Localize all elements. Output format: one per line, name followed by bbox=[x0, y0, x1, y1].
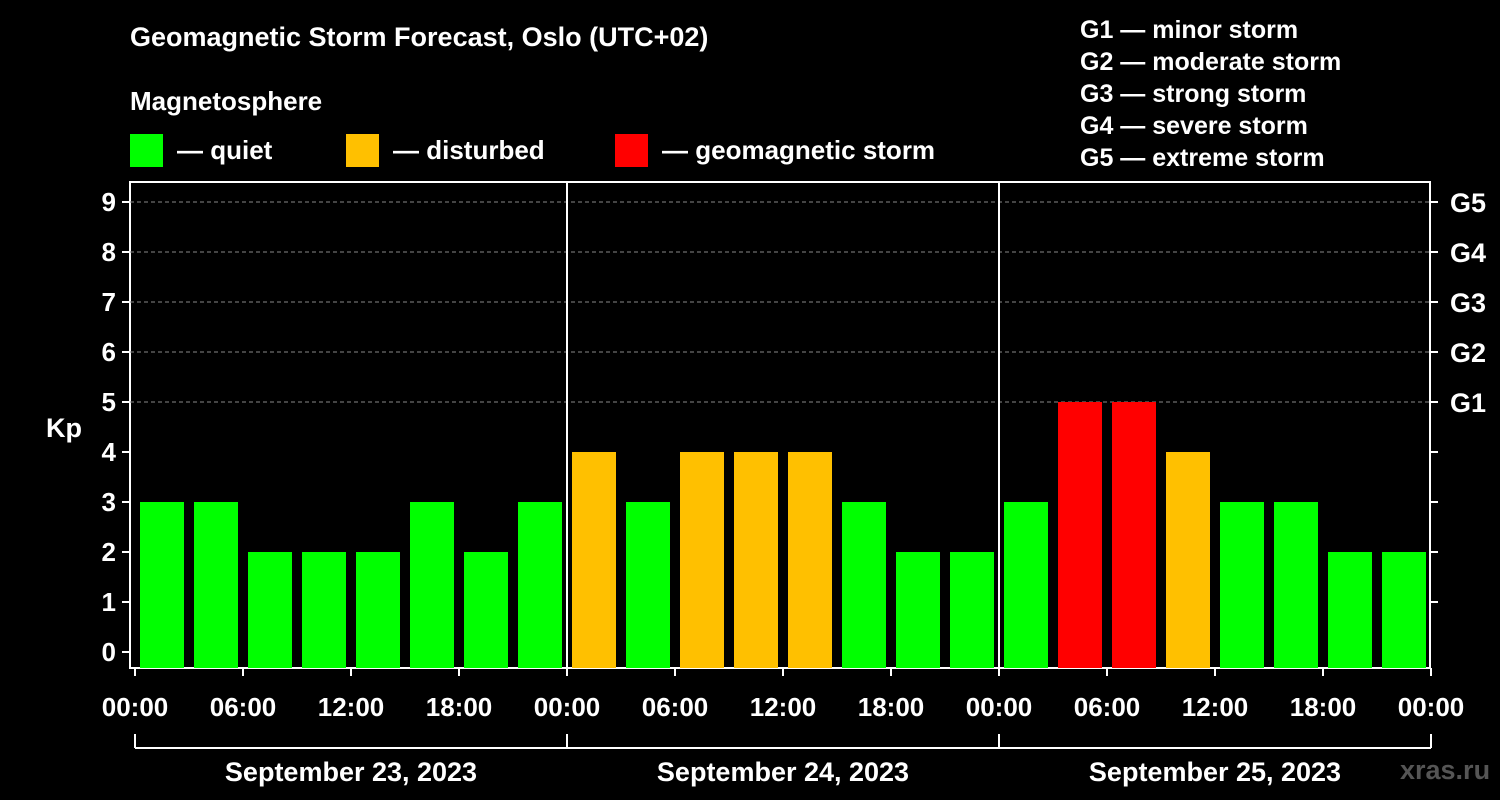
storm-scale-g2: G2 — moderate storm bbox=[1080, 48, 1342, 76]
x-tick-label: 06:00 bbox=[210, 692, 277, 722]
x-tick-label: 00:00 bbox=[1398, 692, 1465, 722]
y-tick-label: 7 bbox=[102, 287, 116, 317]
storm-scale-list: G1 — minor storm G2 — moderate storm G3 … bbox=[1080, 14, 1341, 174]
x-tick-label: 00:00 bbox=[102, 692, 169, 722]
y-tick-label: 4 bbox=[102, 437, 117, 467]
x-tick-label: 06:00 bbox=[1074, 692, 1141, 722]
right-axis-label-g2: G2 bbox=[1450, 338, 1486, 368]
kp-bar bbox=[1328, 552, 1372, 668]
kp-bar bbox=[842, 502, 886, 668]
kp-bar bbox=[356, 552, 400, 668]
x-tick-label: 00:00 bbox=[966, 692, 1033, 722]
storm-scale-g4: G4 — severe storm bbox=[1080, 112, 1308, 140]
y-tick-label: 9 bbox=[102, 187, 116, 217]
kp-bar bbox=[140, 502, 184, 668]
kp-bar bbox=[464, 552, 508, 668]
legend-label-disturbed: — disturbed bbox=[393, 134, 545, 165]
kp-bar bbox=[518, 502, 562, 668]
x-tick-label: 12:00 bbox=[1182, 692, 1249, 722]
x-tick-label: 18:00 bbox=[426, 692, 493, 722]
kp-bar bbox=[950, 552, 994, 668]
y-axis-label: Kp bbox=[46, 413, 82, 443]
kp-bar bbox=[1166, 452, 1210, 668]
plot-frame bbox=[129, 181, 1431, 669]
kp-bar bbox=[1220, 502, 1264, 668]
chart-subtitle: Magnetosphere bbox=[130, 86, 323, 116]
right-axis-label-g4: G4 bbox=[1450, 238, 1486, 268]
kp-bar bbox=[194, 502, 238, 668]
y-tick-label: 0 bbox=[102, 637, 116, 667]
storm-scale-g1: G1 — minor storm bbox=[1080, 16, 1299, 44]
kp-bar bbox=[302, 552, 346, 668]
legend-swatch-quiet bbox=[130, 133, 163, 167]
storm-scale-g3: G3 — strong storm bbox=[1080, 80, 1307, 108]
legend-swatch-storm bbox=[615, 133, 648, 167]
x-tick-label: 00:00 bbox=[534, 692, 601, 722]
legend-label-quiet: — quiet bbox=[177, 134, 273, 165]
legend-item-disturbed: — disturbed bbox=[346, 133, 545, 167]
y-tick-label: 5 bbox=[102, 387, 116, 417]
y-tick-label: 3 bbox=[102, 487, 116, 517]
legend-swatch-disturbed bbox=[346, 133, 379, 167]
kp-bar bbox=[248, 552, 292, 668]
kp-bar bbox=[1058, 402, 1102, 668]
date-label: September 24, 2023 bbox=[657, 757, 909, 787]
kp-bar bbox=[896, 552, 940, 668]
watermark: xras.ru bbox=[1400, 755, 1491, 785]
y-tick-label: 6 bbox=[102, 337, 116, 367]
kp-bar bbox=[410, 502, 454, 668]
storm-scale-g5: G5 — extreme storm bbox=[1080, 144, 1325, 172]
x-tick-label: 18:00 bbox=[1290, 692, 1357, 722]
x-tick-label: 18:00 bbox=[858, 692, 925, 722]
kp-bar bbox=[1382, 552, 1426, 668]
kp-bar bbox=[680, 452, 724, 668]
x-tick-label: 12:00 bbox=[750, 692, 817, 722]
chart-title: Geomagnetic Storm Forecast, Oslo (UTC+02… bbox=[130, 22, 709, 52]
kp-bar bbox=[572, 452, 616, 668]
kp-bar bbox=[1274, 502, 1318, 668]
x-tick-label: 12:00 bbox=[318, 692, 385, 722]
date-label: September 23, 2023 bbox=[225, 757, 477, 787]
y-tick-label: 2 bbox=[102, 537, 116, 567]
kp-bar bbox=[734, 452, 778, 668]
right-axis-label-g5: G5 bbox=[1450, 188, 1486, 218]
kp-bar bbox=[1004, 502, 1048, 668]
legend-label-storm: — geomagnetic storm bbox=[662, 134, 936, 165]
right-axis-label-g1: G1 bbox=[1450, 388, 1486, 418]
x-tick-label: 06:00 bbox=[642, 692, 709, 722]
date-label: September 25, 2023 bbox=[1089, 757, 1341, 787]
legend-item-storm: — geomagnetic storm bbox=[615, 133, 935, 167]
kp-bar bbox=[1112, 402, 1156, 668]
kp-bar bbox=[626, 502, 670, 668]
legend-item-quiet: — quiet bbox=[130, 133, 272, 167]
right-axis-label-g3: G3 bbox=[1450, 288, 1486, 318]
kp-bar bbox=[788, 452, 832, 668]
y-tick-label: 1 bbox=[102, 587, 116, 617]
y-tick-label: 8 bbox=[102, 237, 116, 267]
